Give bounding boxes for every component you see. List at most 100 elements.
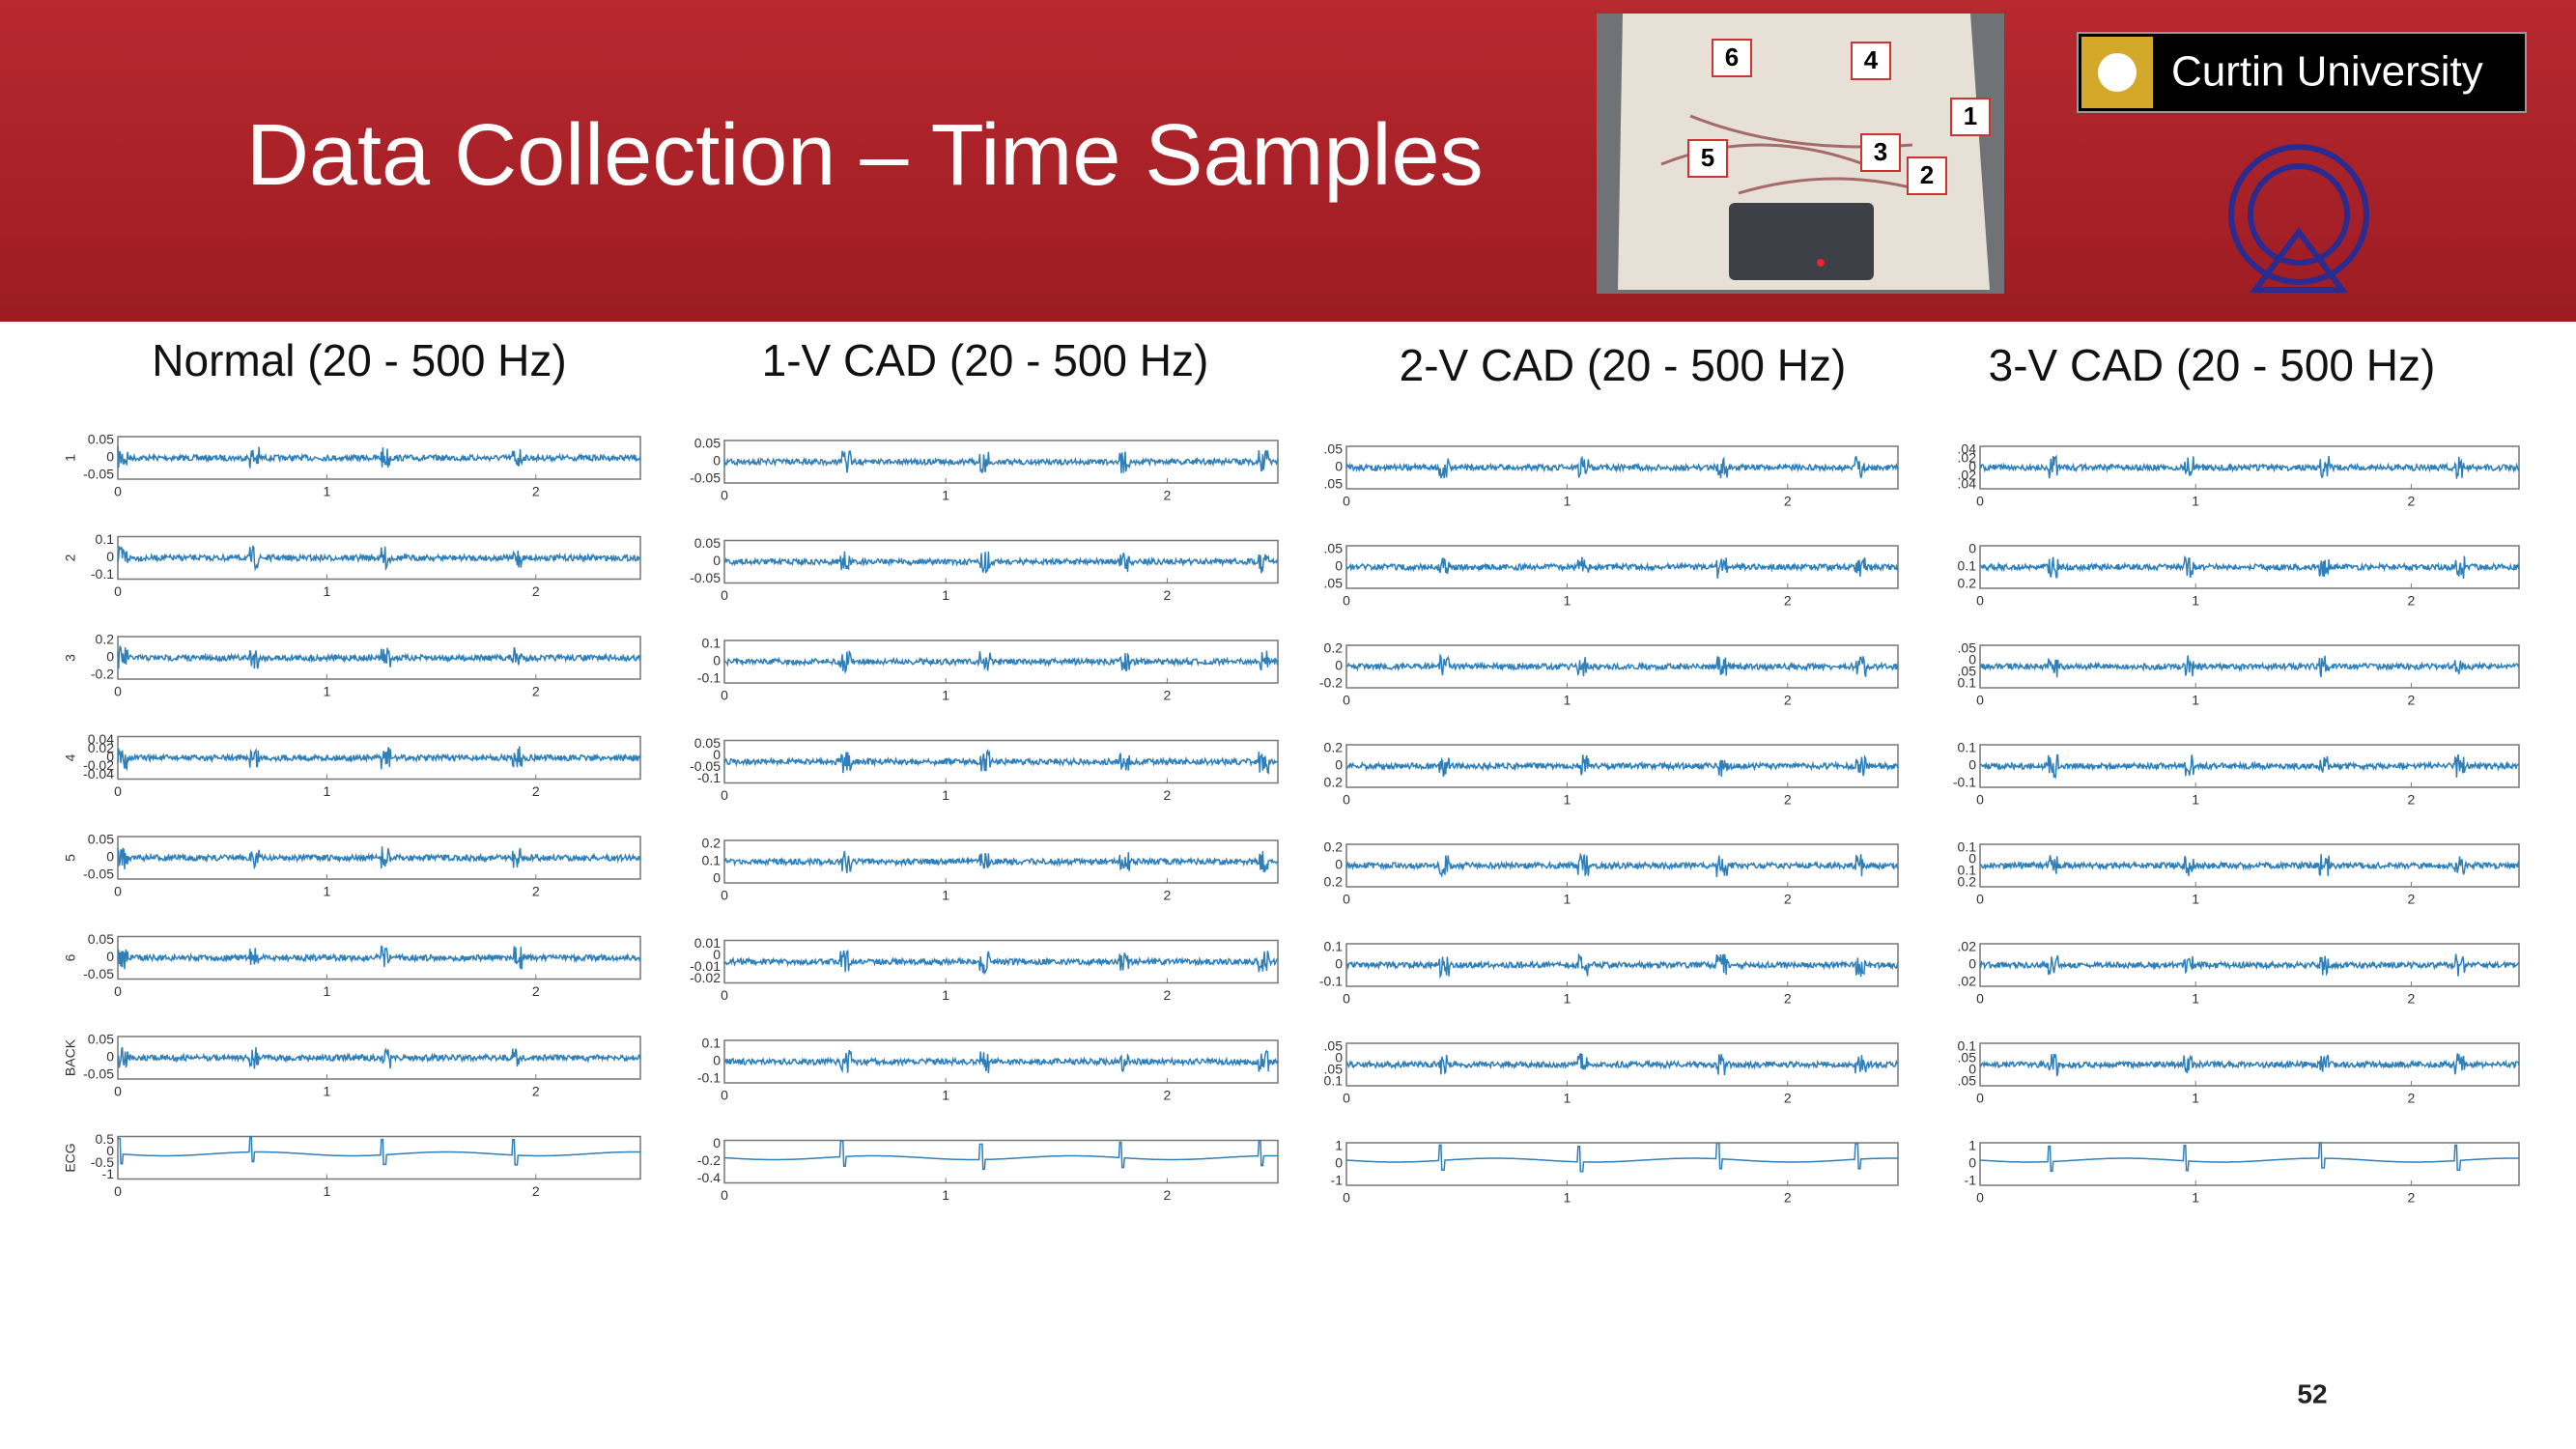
waveform — [723, 649, 1279, 674]
x-tick-label: 1 — [1564, 792, 1571, 808]
x-tick-label: 0 — [721, 1088, 728, 1103]
waveform — [1346, 1142, 1898, 1173]
y-tick-label: 0 — [1968, 1062, 1976, 1077]
photo-label-box — [1860, 133, 1901, 172]
y-tick-label: 0 — [106, 1049, 114, 1065]
x-tick-label: 0 — [1343, 1091, 1350, 1106]
axes-box — [1979, 843, 2520, 888]
y-tick-label: -0.1 — [91, 566, 114, 582]
x-tick-label: 1 — [942, 888, 949, 903]
axes-box — [723, 939, 1279, 984]
photo — [1597, 14, 2004, 294]
x-tick-label: 2 — [1784, 991, 1792, 1007]
x-tick-label: 0 — [1343, 991, 1350, 1007]
x-tick-label: 1 — [942, 488, 949, 503]
y-tick-label: 0.2 — [1958, 576, 1977, 591]
axes-box — [117, 836, 641, 880]
x-tick-label: 0 — [1343, 792, 1350, 808]
x-tick-label: 2 — [532, 684, 540, 699]
x-tick-label: 2 — [532, 484, 540, 499]
y-tick-label: .05 — [1324, 1038, 1344, 1054]
y-tick-label: 0 — [713, 553, 721, 568]
y-tick-label: 0.1 — [1958, 1038, 1977, 1054]
y-tick-label: -0.2 — [697, 1152, 721, 1168]
x-tick-label: 1 — [324, 684, 331, 699]
y-tick-label: 0.01 — [694, 935, 721, 951]
waveform — [118, 1135, 640, 1166]
y-tick-label: .05 — [1958, 1073, 1977, 1089]
x-tick-label: 0 — [114, 1084, 122, 1099]
channel-label: 6 — [63, 953, 78, 961]
waveform — [1979, 1053, 2520, 1077]
axes-box — [1345, 545, 1899, 589]
curtin-logo: Curtin University — [2077, 32, 2527, 113]
x-tick-label: 1 — [324, 583, 331, 599]
x-tick-label: 1 — [2192, 494, 2199, 509]
x-tick-label: 2 — [1784, 1190, 1792, 1206]
y-tick-label: 1 — [1968, 1138, 1976, 1153]
y-tick-label: -0.2 — [91, 667, 114, 682]
x-tick-label: 2 — [1164, 987, 1172, 1003]
y-tick-label: 0 — [1968, 757, 1976, 773]
y-tick-label: 0.1 — [96, 531, 115, 547]
y-tick-label: .05 — [1958, 664, 1977, 679]
x-tick-label: 2 — [1784, 494, 1792, 509]
y-tick-label: -0.1 — [1953, 775, 1976, 790]
x-tick-label: 0 — [1343, 593, 1350, 609]
waveform — [117, 1046, 641, 1069]
x-tick-label: 2 — [2408, 693, 2416, 708]
x-tick-label: 0 — [1343, 1190, 1350, 1206]
x-tick-label: 0 — [1976, 892, 1984, 907]
x-tick-label: 0 — [1976, 593, 1984, 609]
y-tick-label: 0.05 — [88, 1032, 114, 1047]
y-tick-label: 0 — [106, 1143, 114, 1158]
waveform — [723, 449, 1279, 474]
y-tick-label: 0 — [1968, 851, 1976, 867]
photo-label-box — [1907, 156, 1947, 195]
y-tick-label: -0.02 — [83, 757, 114, 773]
y-tick-label: -0.1 — [1319, 974, 1343, 989]
x-tick-label: 1 — [1564, 593, 1571, 609]
x-tick-label: 2 — [1164, 1088, 1172, 1103]
y-tick-label: 0 — [1968, 459, 1976, 474]
waveform — [1345, 952, 1899, 980]
y-tick-label: 0 — [713, 453, 721, 469]
y-tick-label: .05 — [1958, 640, 1977, 656]
x-tick-label: 0 — [114, 884, 122, 899]
waveform — [1979, 854, 2520, 876]
waveform — [723, 551, 1279, 575]
x-tick-label: 1 — [2192, 593, 2199, 609]
y-tick-label: 0.1 — [1958, 839, 1977, 855]
waveform — [117, 846, 641, 870]
x-tick-label: 0 — [1976, 1091, 1984, 1106]
x-tick-label: 0 — [1343, 693, 1350, 708]
y-tick-label: 0 — [1335, 757, 1343, 773]
y-tick-label: -0.05 — [690, 470, 721, 486]
x-tick-label: 0 — [721, 688, 728, 703]
waveform — [117, 746, 641, 772]
y-tick-label: .02 — [1958, 468, 1977, 483]
waveform — [117, 545, 641, 572]
x-tick-label: 0 — [1343, 494, 1350, 509]
x-tick-label: 2 — [1784, 792, 1792, 808]
y-tick-label: 0 — [713, 1053, 721, 1068]
y-tick-label: 0 — [1335, 956, 1343, 972]
x-tick-label: 0 — [114, 684, 122, 699]
x-tick-label: 0 — [114, 1183, 122, 1199]
y-tick-label: -0.1 — [697, 1070, 721, 1086]
x-tick-label: 0 — [721, 488, 728, 503]
y-tick-label: 0 — [106, 449, 114, 465]
x-tick-label: 2 — [1784, 1091, 1792, 1106]
page-number: 52 — [2297, 1378, 2327, 1408]
channel-label: BACK — [63, 1038, 78, 1076]
channel-label: ECG — [63, 1143, 78, 1172]
x-tick-label: 0 — [114, 484, 122, 499]
y-tick-label: -1 — [1331, 1173, 1344, 1188]
y-tick-label: 0 — [1968, 541, 1976, 556]
y-tick-label: 0 — [1335, 1155, 1343, 1171]
waveform — [1980, 1142, 2519, 1173]
waveform — [117, 445, 641, 469]
x-tick-label: 1 — [324, 484, 331, 499]
x-tick-label: 2 — [1164, 888, 1172, 903]
